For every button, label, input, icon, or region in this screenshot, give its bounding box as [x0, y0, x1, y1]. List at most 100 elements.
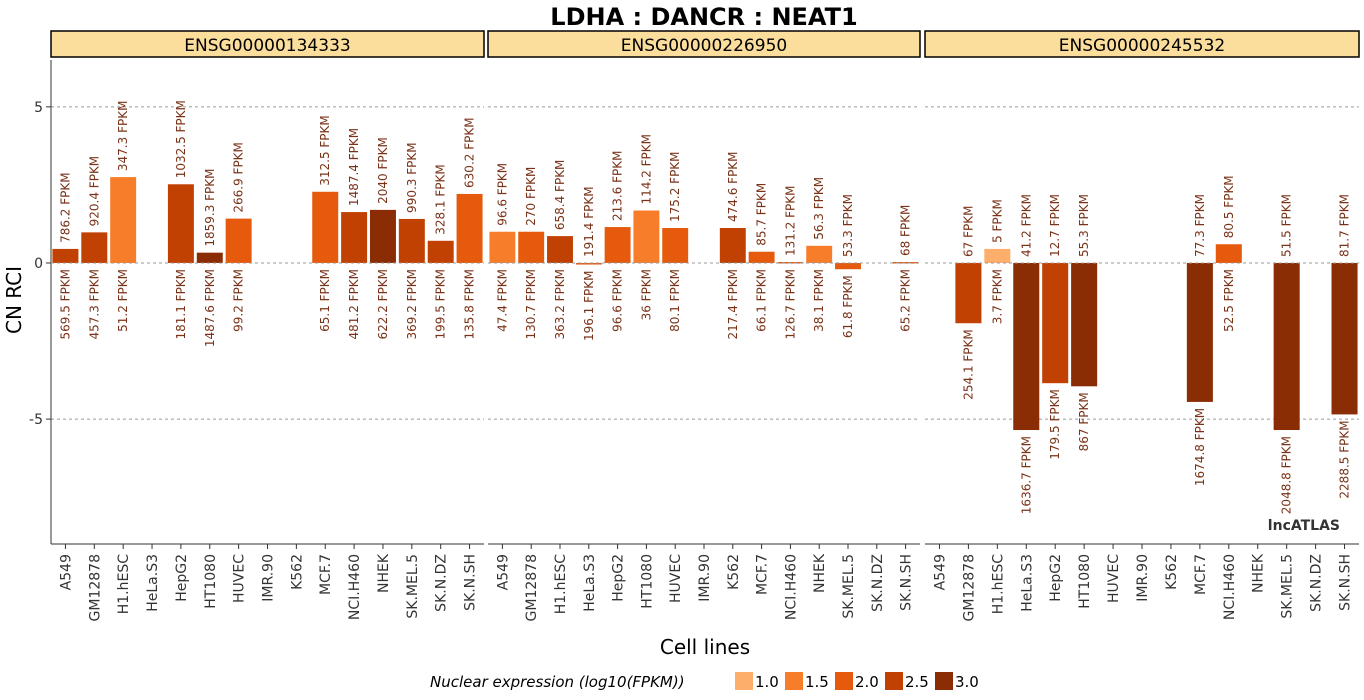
bar-label-top: 175.2 FPKM	[668, 151, 682, 222]
x-tick-label: GM12878	[87, 554, 103, 621]
bar-label-top: 5 FPKM	[990, 199, 1004, 243]
x-tick-label: A549	[495, 554, 511, 590]
bar-label-bottom: 52.5 FPKM	[1222, 269, 1236, 332]
bar	[984, 248, 1011, 263]
x-tick-label: HeLa.S3	[145, 554, 161, 612]
bar	[196, 252, 223, 263]
bar-label-bottom: 867 FPKM	[1077, 392, 1091, 451]
facet-strip-label: ENSG00000226950	[621, 36, 787, 56]
bar	[1215, 244, 1242, 263]
x-tick-label: K562	[726, 554, 742, 590]
bar-label-top: 328.1 FPKM	[434, 164, 448, 235]
x-tick-label: A549	[932, 554, 948, 590]
y-tick-label: 5	[34, 100, 43, 116]
bar-label-bottom: 1674.8 FPKM	[1193, 408, 1207, 486]
x-tick-label: HT1080	[1077, 554, 1093, 609]
bar	[719, 227, 746, 263]
legend-label: 3.0	[955, 673, 979, 691]
x-tick-label: SK.N.SH	[463, 554, 479, 611]
bar-label-bottom: 199.5 FPKM	[434, 269, 448, 340]
x-tick-label: SK.N.SH	[1338, 554, 1354, 611]
bar-label-top: 1859.3 FPKM	[203, 168, 217, 246]
x-tick-label: HepG2	[611, 554, 627, 602]
bar-label-top: 312.5 FPKM	[318, 115, 332, 186]
x-tick-label: K562	[1164, 554, 1180, 590]
bar	[81, 232, 108, 263]
x-tick-label: HepG2	[174, 554, 190, 602]
bar	[225, 218, 252, 263]
bar-label-top: 658.4 FPKM	[553, 160, 567, 231]
bar-label-bottom: 2288.5 FPKM	[1338, 420, 1352, 498]
x-tick-label: H1.hESC	[116, 554, 132, 614]
plot-area: 5 0 -5 ENSG00000134333 A549 786.2 FPKM 569.5 F…	[29, 30, 1360, 621]
bar-label-bottom: 363.2 FPKM	[553, 269, 567, 340]
legend-label: 1.0	[755, 673, 779, 691]
bar-label-bottom: 126.7 FPKM	[783, 269, 797, 340]
x-tick-label: H1.hESC	[553, 554, 569, 614]
x-tick-label: SK.N.DZ	[434, 554, 450, 612]
bar	[1013, 262, 1040, 431]
bar-label-top: 347.3 FPKM	[116, 101, 130, 172]
bar	[518, 231, 545, 263]
facet-strip	[487, 30, 921, 58]
bar	[427, 240, 454, 263]
bar	[1186, 262, 1213, 402]
bar-label-bottom: 3.7 FPKM	[990, 269, 1004, 324]
legend-title: Nuclear expression (log10(FPKM))	[430, 673, 685, 691]
bar-label-top: 41.2 FPKM	[1019, 194, 1033, 257]
bar-label-bottom: 80.1 FPKM	[668, 269, 682, 332]
bar-label-bottom: 135.8 FPKM	[463, 269, 477, 340]
bar	[547, 236, 573, 263]
bar-label-top: 266.9 FPKM	[232, 142, 246, 213]
x-tick-label: HepG2	[1048, 554, 1064, 602]
legend-label: 2.5	[905, 673, 929, 691]
bar	[489, 231, 516, 263]
x-tick-label: SK.N.DZ	[870, 554, 886, 612]
bar	[575, 262, 602, 265]
x-tick-label: MCF.7	[755, 554, 771, 595]
x-tick-label: HeLa.S3	[1019, 554, 1035, 612]
y-axis-title: CN RCI	[2, 266, 26, 334]
bar-label-top: 990.3 FPKM	[405, 142, 419, 213]
bar	[1042, 262, 1069, 384]
bar-label-bottom: 254.1 FPKM	[961, 329, 975, 400]
x-tick-label: H1.hESC	[990, 554, 1006, 614]
bar-label-top: 68 FPKM	[899, 205, 913, 256]
x-tick-label: K562	[289, 554, 305, 590]
legend-swatch	[735, 672, 753, 690]
bar-label-top: 920.4 FPKM	[87, 156, 101, 227]
legend-swatch	[835, 672, 853, 690]
legend-swatch	[885, 672, 903, 690]
x-tick-label: GM12878	[524, 554, 540, 621]
x-tick-label: HUVEC	[668, 554, 684, 603]
bar-label-top: 1487.4 FPKM	[347, 128, 361, 206]
bar	[748, 251, 775, 263]
y-tick-label: 0	[34, 256, 43, 272]
bar-label-top: 786.2 FPKM	[58, 172, 72, 243]
bar	[312, 191, 339, 263]
bar-label-top: 85.7 FPKM	[755, 183, 769, 246]
x-tick-label: A549	[58, 554, 74, 590]
x-tick-label: NHEK	[812, 553, 828, 593]
bar-label-bottom: 196.1 FPKM	[582, 271, 596, 342]
bar-label-bottom: 569.5 FPKM	[58, 269, 72, 340]
bar-label-bottom: 622.2 FPKM	[376, 269, 390, 340]
x-tick-label: HT1080	[203, 554, 219, 609]
bar-label-top: 114.2 FPKM	[639, 134, 653, 205]
bar-label-bottom: 99.2 FPKM	[232, 269, 246, 332]
bar-label-top: 56.3 FPKM	[812, 177, 826, 240]
x-tick-label: SK.N.DZ	[1309, 554, 1325, 612]
bar-label-bottom: 66.1 FPKM	[755, 269, 769, 332]
bar-label-bottom: 130.7 FPKM	[524, 269, 538, 340]
bar-label-top: 12.7 FPKM	[1048, 194, 1062, 257]
bar-label-top: 55.3 FPKM	[1077, 194, 1091, 257]
bar	[955, 262, 982, 324]
x-tick-label: SK.MEL.5	[841, 554, 857, 619]
bar	[341, 212, 368, 263]
x-tick-label: NCI.H460	[783, 554, 799, 620]
bar-label-bottom: 2048.8 FPKM	[1280, 436, 1294, 514]
x-tick-label: SK.N.SH	[899, 554, 915, 611]
x-tick-label: IMR.90	[1135, 554, 1151, 602]
bar-label-top: 81.7 FPKM	[1338, 194, 1352, 257]
